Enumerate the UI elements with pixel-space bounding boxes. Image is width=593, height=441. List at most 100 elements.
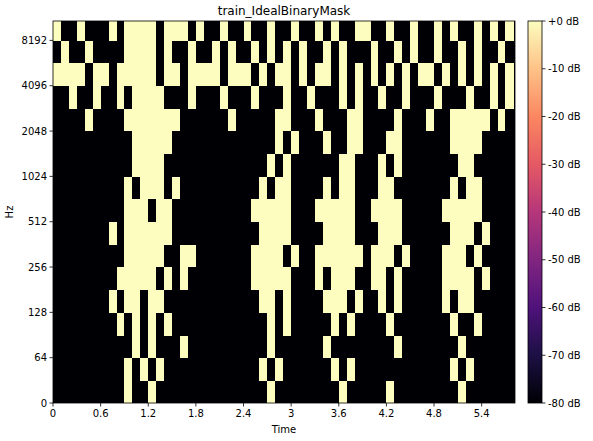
cell — [410, 290, 418, 313]
cell — [355, 290, 363, 313]
cell — [418, 108, 426, 131]
colorbar-tick-label: -80 dB — [548, 398, 581, 409]
cell — [498, 154, 506, 177]
cell — [410, 40, 418, 63]
cell — [109, 335, 117, 358]
cell — [275, 312, 283, 335]
cell — [61, 199, 69, 222]
cell — [275, 86, 283, 109]
cell — [53, 86, 61, 109]
cell — [117, 267, 125, 290]
cell — [378, 86, 386, 109]
cell — [394, 267, 402, 290]
cell — [283, 131, 291, 154]
cell — [378, 380, 386, 403]
cell — [466, 312, 474, 335]
cell — [85, 290, 93, 313]
cell — [498, 290, 506, 313]
cell — [418, 86, 426, 109]
colorbar-tick — [542, 259, 546, 260]
cell — [117, 380, 125, 403]
cell — [132, 380, 140, 403]
cell — [236, 108, 244, 131]
cell — [347, 131, 355, 154]
cell — [347, 176, 355, 199]
x-tick — [100, 403, 101, 407]
cell — [172, 267, 180, 290]
cell — [482, 335, 490, 358]
cell — [331, 176, 339, 199]
cell — [402, 86, 410, 109]
cell — [132, 199, 140, 222]
cell — [386, 222, 394, 245]
cell — [299, 244, 307, 267]
cell — [259, 335, 267, 358]
x-tick-label: 4.2 — [378, 408, 394, 419]
cell — [331, 267, 339, 290]
cell — [386, 63, 394, 86]
cell — [164, 40, 172, 63]
cell — [402, 199, 410, 222]
cell — [505, 108, 513, 131]
cell — [386, 335, 394, 358]
cell — [220, 199, 228, 222]
plot-frame — [53, 21, 515, 403]
x-tick — [243, 403, 244, 407]
cell — [267, 358, 275, 381]
cell — [117, 21, 125, 41]
cell — [275, 131, 283, 154]
cell — [93, 380, 101, 403]
cell — [228, 358, 236, 381]
cell — [244, 335, 252, 358]
cell — [172, 244, 180, 267]
cell — [251, 63, 259, 86]
cell — [426, 40, 434, 63]
cell — [188, 63, 196, 86]
cell — [410, 86, 418, 109]
x-tick — [291, 403, 292, 407]
cell — [77, 86, 85, 109]
cell — [418, 154, 426, 177]
cell — [117, 222, 125, 245]
cell — [505, 40, 513, 63]
cell — [450, 154, 458, 177]
cell — [85, 380, 93, 403]
cell — [482, 199, 490, 222]
cell — [339, 244, 347, 267]
cell — [505, 312, 513, 335]
cell — [251, 358, 259, 381]
cell — [109, 380, 117, 403]
cell — [498, 312, 506, 335]
cell — [418, 358, 426, 381]
y-tick — [50, 267, 54, 268]
cell — [53, 312, 61, 335]
cell — [505, 154, 513, 177]
cell — [196, 312, 204, 335]
cell — [458, 21, 466, 41]
cell — [148, 108, 156, 131]
cell — [156, 380, 164, 403]
cell — [371, 267, 379, 290]
cell — [275, 21, 283, 41]
cell — [426, 63, 434, 86]
cell — [172, 21, 180, 41]
cell — [61, 63, 69, 86]
cell — [267, 176, 275, 199]
cell — [418, 176, 426, 199]
cell — [410, 63, 418, 86]
cell — [291, 312, 299, 335]
cell — [339, 335, 347, 358]
cell — [93, 63, 101, 86]
cell — [490, 176, 498, 199]
cell — [172, 312, 180, 335]
cell — [251, 335, 259, 358]
cell — [291, 176, 299, 199]
cell — [505, 267, 513, 290]
cell — [61, 244, 69, 267]
cell — [53, 108, 61, 131]
cell — [61, 222, 69, 245]
cell — [228, 199, 236, 222]
cell — [450, 244, 458, 267]
cell — [378, 131, 386, 154]
cell — [490, 199, 498, 222]
